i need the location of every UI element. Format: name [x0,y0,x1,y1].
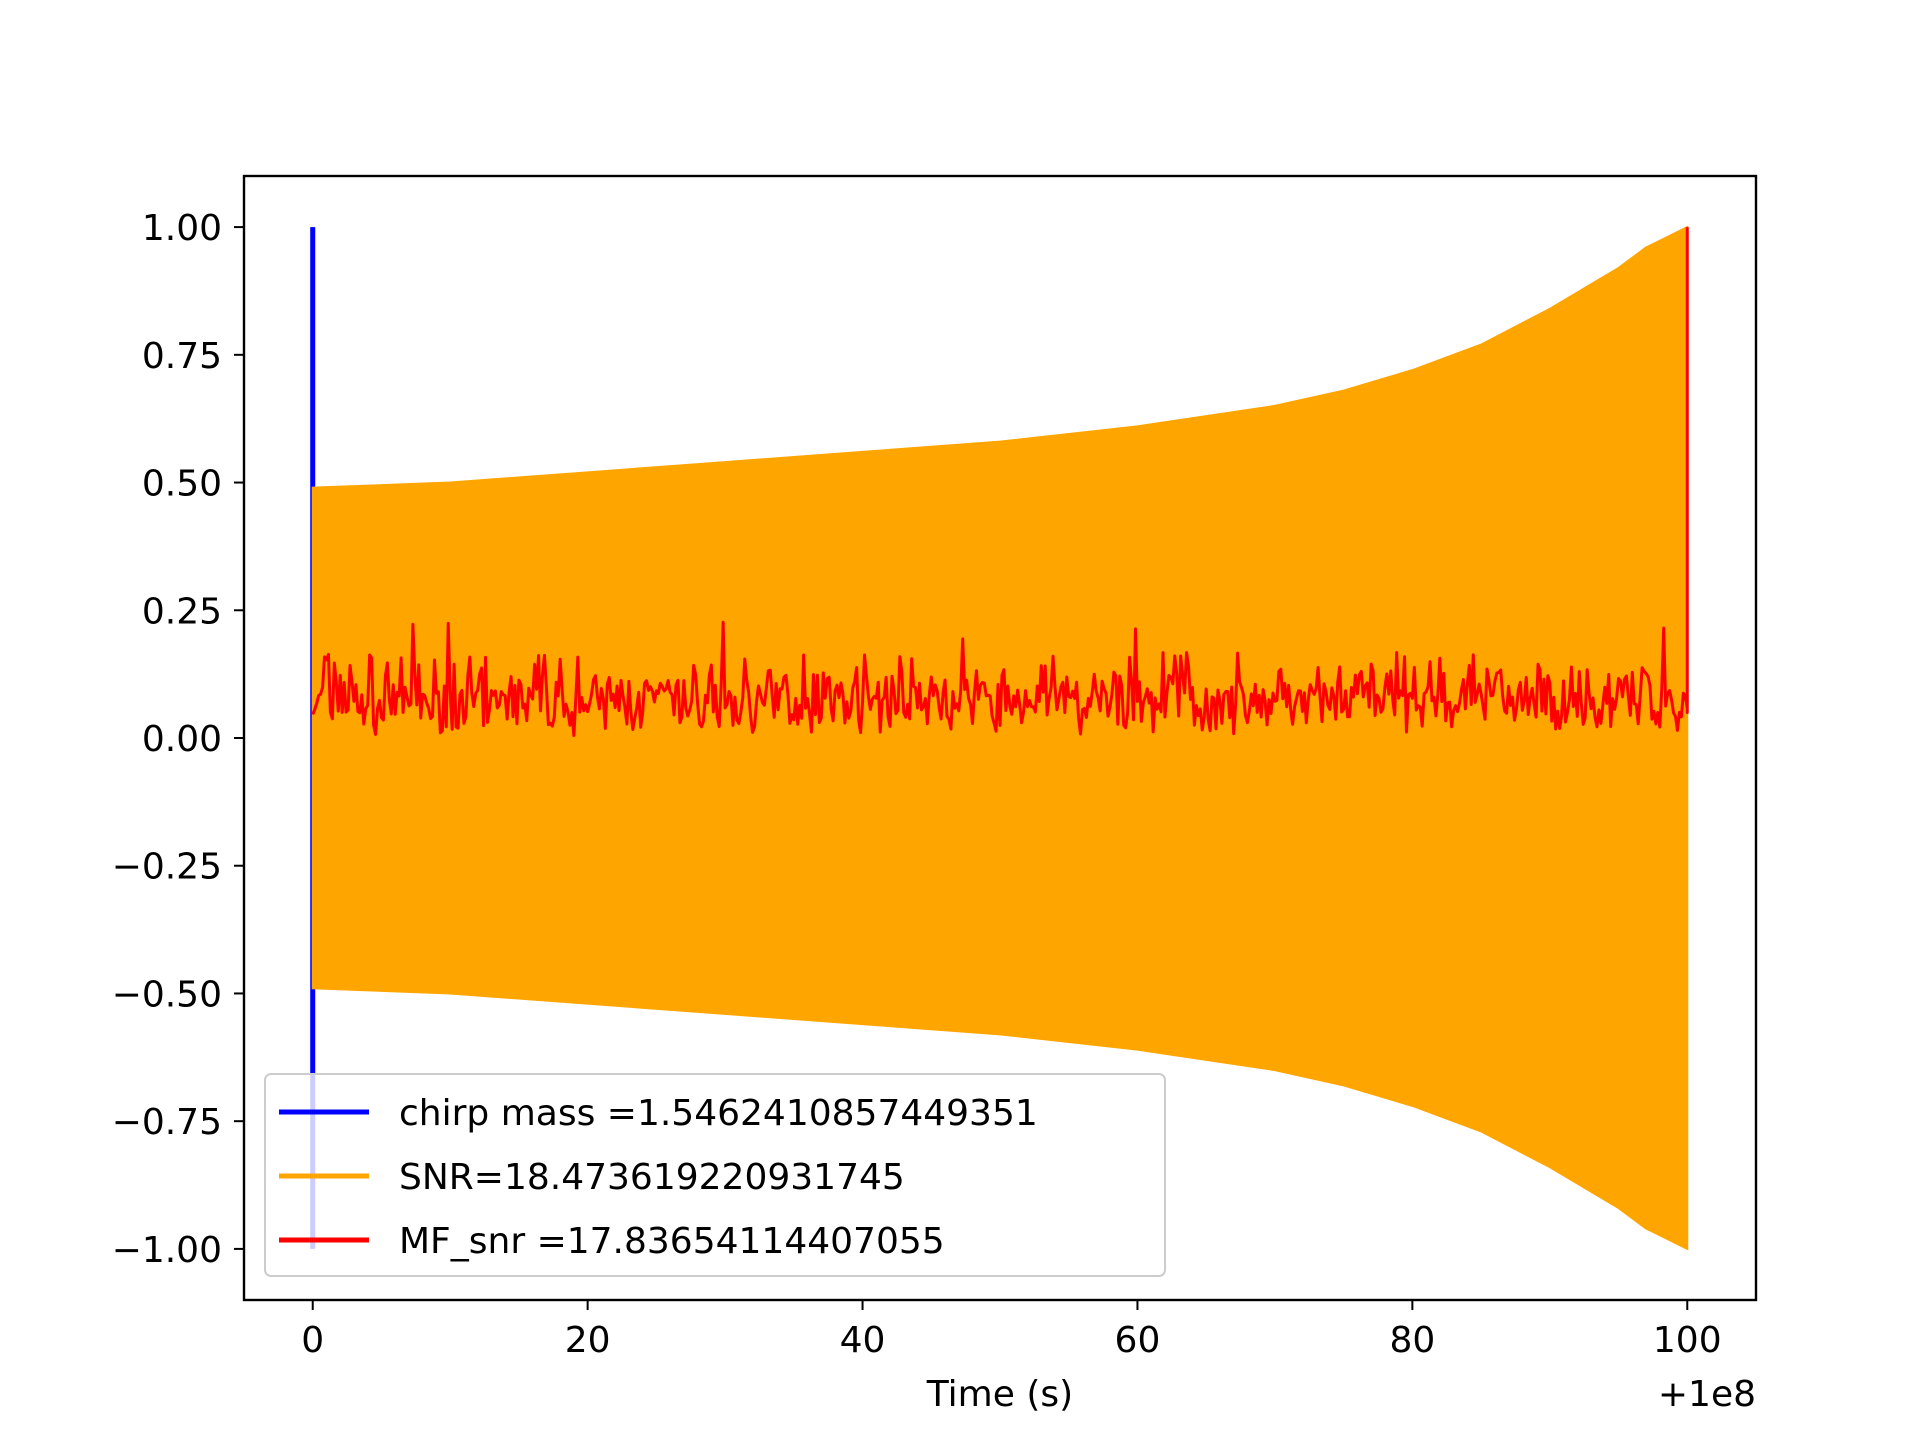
x-tick-label: 20 [565,1320,611,1361]
y-tick-label: 1.00 [142,208,222,249]
y-tick-label: −1.00 [112,1230,222,1271]
legend-label: MF_snr =17.83654114407055 [399,1221,945,1262]
x-tick-label: 40 [840,1320,886,1361]
x-tick-label: 60 [1115,1320,1161,1361]
plot-frame [242,174,1758,1302]
series-mf-snr [311,227,1689,738]
plot-area [310,225,1689,1251]
legend-label: SNR=18.473619220931745 [399,1157,905,1198]
x-tick-label: 80 [1389,1320,1435,1361]
legend-label: chirp mass =1.5462410857449351 [399,1093,1038,1134]
x-tick-label: 0 [301,1320,324,1361]
legend: chirp mass =1.5462410857449351 SNR=18.473… [264,1073,1166,1277]
y-tick-label: 0.75 [142,336,222,377]
x-tick-label: 100 [1653,1320,1722,1361]
y-tick-label: 0.00 [142,719,222,760]
y-tick-label: −0.50 [112,974,222,1015]
x-axis-offset-label: +1e8 [1658,1374,1756,1415]
y-tick-label: 0.25 [142,591,222,632]
axis-ticks: 0 20 40 60 80 100 1.00 0.75 0.50 0.25 0.00 −0.25 −0.… [112,208,1722,1361]
legend-box [264,1073,1166,1277]
series-snr [311,225,1689,1251]
y-tick-label: −0.75 [112,1102,222,1143]
x-axis-label: Time (s) [926,1374,1073,1415]
y-tick-label: 0.50 [142,464,222,505]
y-tick-label: −0.25 [112,847,222,888]
